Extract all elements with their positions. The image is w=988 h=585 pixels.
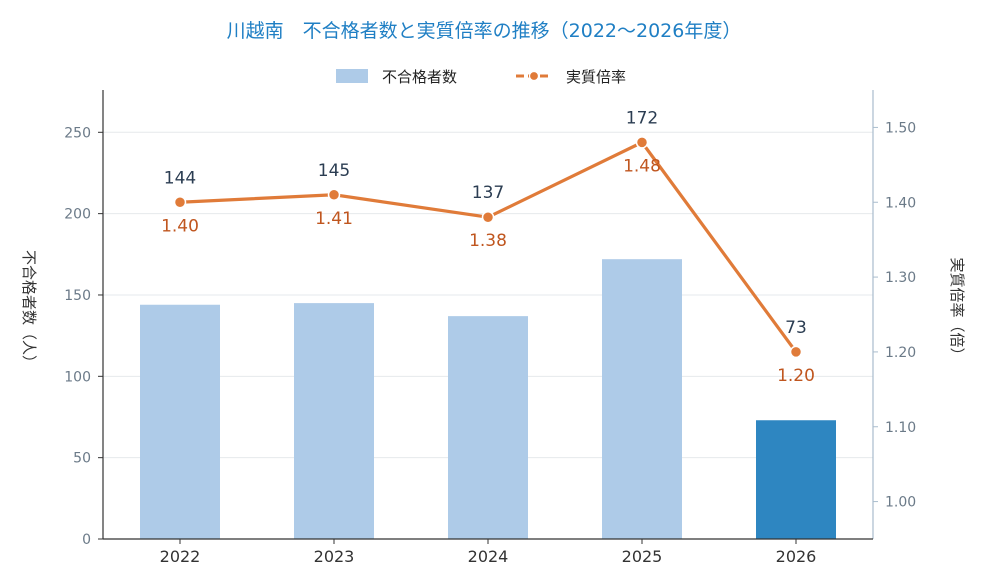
x-tick-label-2023: 2023 xyxy=(314,547,355,566)
y-axis-title-right: 実質倍率（倍） xyxy=(948,257,966,362)
y-tick-label-right: 1.30 xyxy=(885,270,916,286)
chart-title: 川越南 不合格者数と実質倍率の推移（2022〜2026年度） xyxy=(227,20,742,42)
y-tick-label-right: 1.00 xyxy=(885,495,916,511)
legend-line-marker xyxy=(528,70,540,82)
bar-value-label-2025: 172 xyxy=(626,108,658,128)
ratio-point-2025 xyxy=(635,136,649,149)
legend-bar-label: 不合格者数 xyxy=(382,68,457,86)
x-tick-label-2024: 2024 xyxy=(468,547,509,566)
y-axis-title-left: 不合格者数（人） xyxy=(20,250,38,370)
bar-value-label-2022: 144 xyxy=(164,168,196,188)
bar-value-label-2024: 137 xyxy=(472,183,504,203)
y-tick-label-left: 100 xyxy=(64,369,91,385)
y-tick-label-right: 1.20 xyxy=(885,345,916,361)
ratio-point-2023 xyxy=(327,188,341,202)
bars xyxy=(140,259,836,539)
ratio-value-label-2024: 1.38 xyxy=(469,231,507,251)
y-tick-label-left: 200 xyxy=(64,207,91,223)
bar-2022 xyxy=(140,304,220,539)
bar-2025 xyxy=(602,259,682,539)
axes: 0 50 100 150 200 250 1.00 1.10 1.20 1.30 1.40 1.50 2… xyxy=(64,90,916,566)
bar-value-label-2023: 145 xyxy=(318,161,350,181)
ratio-line-series xyxy=(173,136,803,359)
ratio-value-label-2023: 1.41 xyxy=(315,209,353,229)
x-tick-label-2026: 2026 xyxy=(776,547,817,566)
y-tick-label-left: 250 xyxy=(64,125,91,141)
y-tick-label-left: 50 xyxy=(73,451,91,467)
legend: 不合格者数 実質倍率 xyxy=(336,68,626,86)
ratio-point-2022 xyxy=(173,196,187,209)
bar-2023 xyxy=(294,303,374,539)
y-tick-label-left: 150 xyxy=(64,288,91,304)
y-tick-label-left: 0 xyxy=(82,532,91,548)
bar-2024 xyxy=(448,316,528,539)
legend-bar-swatch xyxy=(336,69,368,83)
ratio-value-label-2025: 1.48 xyxy=(623,156,661,176)
bar-2026 xyxy=(756,420,836,539)
ratio-point-2026 xyxy=(789,345,803,359)
ratio-value-label-2026: 1.20 xyxy=(777,366,815,386)
x-tick-label-2022: 2022 xyxy=(160,547,201,566)
x-tick-label-2025: 2025 xyxy=(622,547,663,566)
y-tick-label-right: 1.50 xyxy=(885,120,916,136)
ratio-point-2024 xyxy=(481,210,495,224)
y-tick-label-right: 1.10 xyxy=(885,420,916,436)
y-tick-label-right: 1.40 xyxy=(885,195,916,211)
data-labels: 144 1.40 145 1.41 137 1.38 172 1.48 73 1.20 xyxy=(161,108,815,386)
ratio-value-label-2022: 1.40 xyxy=(161,216,199,236)
bar-value-label-2026: 73 xyxy=(785,318,807,338)
legend-line-label: 実質倍率 xyxy=(566,68,626,86)
